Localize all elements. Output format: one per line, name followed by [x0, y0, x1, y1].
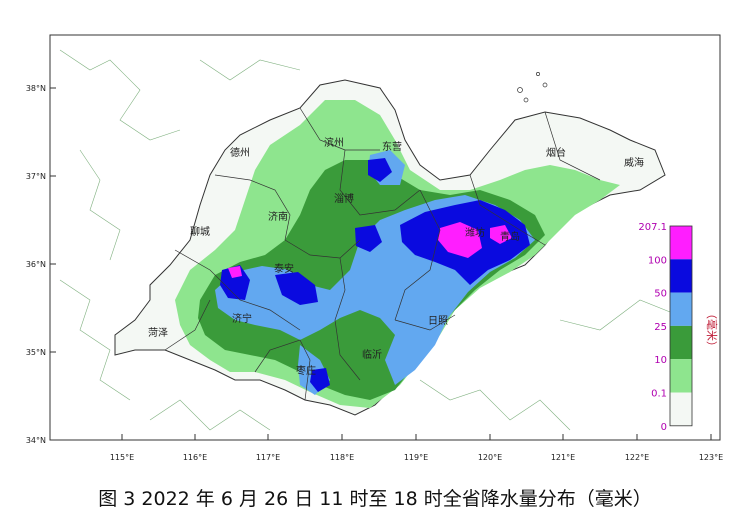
precip-band-100b	[490, 225, 512, 244]
legend-level-label: 50	[654, 289, 667, 300]
city-label: 滨州	[324, 136, 344, 149]
city-label: 东营	[382, 140, 402, 153]
city-label: 泰安	[274, 262, 294, 275]
islands	[517, 72, 548, 103]
city-label: 淄博	[334, 192, 354, 205]
precip-band-50c	[275, 272, 318, 305]
county-borders	[59, 49, 691, 431]
precip-band-50d	[355, 225, 382, 252]
lon-tick-label: 122°E	[625, 453, 649, 462]
legend-level-label: 207.1	[638, 222, 667, 233]
city-borders	[164, 107, 601, 401]
lon-tick-label: 120°E	[478, 453, 502, 462]
legend-swatch	[670, 392, 692, 426]
city-label: 临沂	[362, 348, 382, 361]
legend-level-label: 0	[661, 422, 667, 433]
city-label: 济宁	[232, 312, 252, 325]
city-label: 日照	[428, 315, 448, 327]
lon-tick-label: 118°E	[330, 453, 354, 462]
lat-tick-label: 35°N	[26, 348, 46, 357]
city-label: 枣庄	[296, 364, 316, 377]
city-label: 德州	[230, 146, 250, 159]
legend-border	[669, 225, 693, 427]
city-label: 聊城	[190, 225, 210, 238]
province-shape	[114, 79, 666, 416]
precip-band-50b	[220, 265, 250, 300]
city-label: 青岛	[500, 230, 520, 243]
figure-caption: 图 3 2022 年 6 月 26 日 11 时至 18 时全省降水量分布（毫米…	[98, 488, 652, 510]
precip-band-50e	[368, 158, 392, 182]
city-label: 烟台	[546, 146, 566, 159]
lon-tick-label: 116°E	[183, 453, 207, 462]
legend-level-label: 25	[654, 322, 667, 333]
legend-level-label: 10	[654, 355, 667, 366]
precipitation-map: 38°N 37°N 36°N 35°N 34°N 115°E 116°E 117°E 118°…	[26, 34, 723, 462]
lat-tick-label: 34°N	[26, 436, 46, 445]
city-label: 潍坊	[465, 226, 485, 239]
lat-tick-label: 37°N	[26, 172, 46, 181]
legend-swatch	[670, 259, 692, 293]
longitude-axis: 115°E 116°E 117°E 118°E 119°E 120°E 121°E 122°E…	[110, 434, 723, 462]
legend-level-label: 100	[648, 255, 667, 266]
legend-unit-label: （毫米）	[705, 308, 719, 352]
city-label: 威海	[624, 156, 644, 169]
latitude-axis: 38°N 37°N 36°N 35°N 34°N	[26, 84, 56, 445]
legend-swatch	[670, 325, 692, 360]
legend-swatch	[670, 226, 692, 260]
lon-tick-label: 121°E	[551, 453, 575, 462]
lat-tick-label: 36°N	[26, 260, 46, 269]
lon-tick-label: 117°E	[256, 453, 280, 462]
lon-tick-label: 123°E	[699, 453, 723, 462]
legend-swatch	[670, 292, 692, 326]
lon-tick-label: 119°E	[404, 453, 428, 462]
legend-swatch	[670, 359, 692, 393]
lon-tick-label: 115°E	[110, 453, 134, 462]
precip-band-100	[438, 222, 482, 258]
city-label: 菏泽	[148, 327, 168, 339]
lat-tick-label: 38°N	[26, 84, 46, 93]
precip-band-100c	[228, 266, 242, 278]
city-label: 济南	[268, 210, 288, 223]
legend-level-label: 0.1	[651, 389, 667, 400]
precipitation-legend: 207.1 100 50 25 10 0.1 0 （毫米）	[638, 222, 719, 433]
precip-band-50f	[310, 368, 330, 392]
